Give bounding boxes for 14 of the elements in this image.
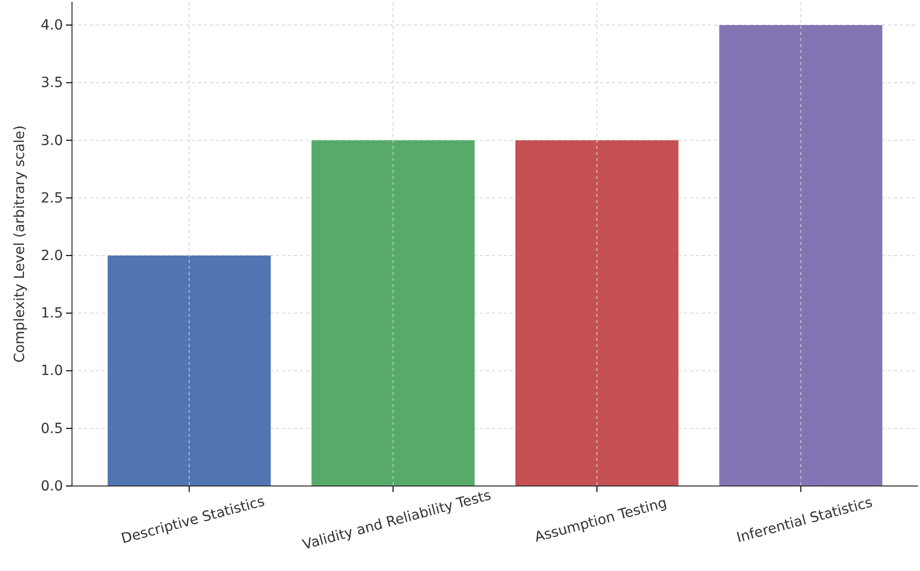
bar bbox=[312, 140, 475, 486]
y-tick-label: 2.5 bbox=[40, 190, 63, 206]
y-tick-label: 1.5 bbox=[40, 306, 63, 322]
y-tick-label: 1.0 bbox=[40, 363, 63, 380]
y-tick-label: 3.0 bbox=[40, 132, 63, 149]
bar bbox=[719, 25, 882, 486]
y-tick-label: 0.5 bbox=[40, 420, 63, 437]
bar bbox=[515, 140, 678, 486]
y-axis-title: Complexity Level (arbitrary scale) bbox=[12, 125, 28, 363]
y-tick-label: 4.0 bbox=[40, 18, 63, 34]
y-tick-label: 3.5 bbox=[40, 75, 63, 92]
y-tick-label: 0.0 bbox=[40, 478, 63, 494]
y-tick-label: 2.0 bbox=[40, 248, 63, 264]
bar bbox=[108, 256, 271, 486]
